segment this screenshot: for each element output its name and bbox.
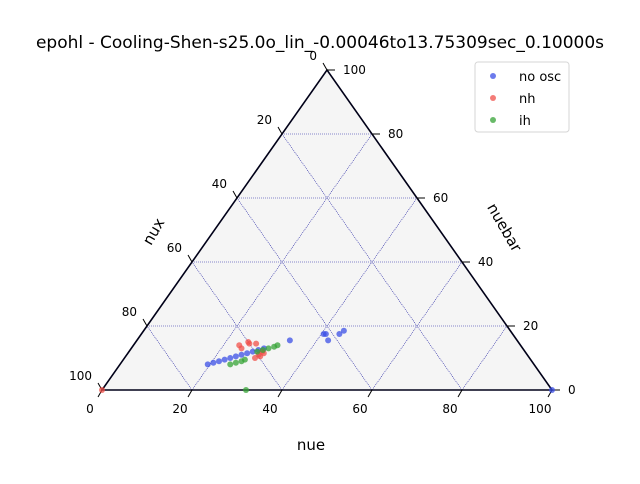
grid-line-nux-60 — [191, 261, 283, 391]
legend-marker-nh — [490, 95, 496, 101]
bottom-tick-label-100: 100 — [529, 402, 552, 416]
point-ih-4 — [241, 356, 248, 363]
point-ih-6 — [259, 347, 266, 353]
triangle-border — [100, 68, 554, 391]
point-ih-7 — [265, 345, 272, 352]
point-no-osc-12 — [232, 353, 239, 360]
right-tick-label-80: 80 — [388, 127, 403, 141]
point-no-osc-9 — [216, 358, 222, 365]
point-no-osc-1 — [322, 331, 329, 337]
point-ih-5 — [254, 348, 261, 355]
point-no-osc-11 — [227, 355, 234, 361]
bottom-tick-label-40: 40 — [262, 402, 277, 416]
point-nh-0 — [99, 387, 105, 393]
bottom-axis-label: nue — [297, 436, 325, 454]
data-points — [99, 327, 555, 393]
bottom-tick-40 — [277, 389, 283, 398]
left-tick-label-40: 40 — [212, 177, 227, 191]
left-tick-0 — [322, 62, 328, 71]
point-nh-2 — [238, 345, 245, 352]
right-tick-label-0: 0 — [568, 383, 576, 397]
left-tick-label-80: 80 — [122, 305, 137, 319]
left-tick-label-60: 60 — [167, 241, 182, 255]
point-no-osc-5 — [286, 337, 293, 344]
point-ih-0 — [243, 387, 249, 393]
point-no-osc-15 — [249, 348, 256, 355]
point-no-osc-13 — [238, 351, 245, 358]
point-no-osc-8 — [210, 359, 217, 366]
left-tick-80 — [142, 318, 148, 327]
bottom-tick-label-0: 0 — [86, 402, 94, 416]
point-ih-2 — [232, 359, 239, 366]
point-nh-4 — [245, 339, 252, 345]
point-no-osc-4 — [325, 337, 332, 344]
bottom-tick-label-20: 20 — [172, 402, 187, 416]
legend-label-no-osc: no osc — [519, 70, 561, 85]
bottom-tick-80 — [457, 389, 463, 398]
point-no-osc-14 — [244, 350, 251, 357]
point-nh-5 — [253, 340, 260, 347]
left-axis-label: nux — [139, 215, 169, 248]
plot-background — [102, 70, 552, 390]
legend: no osc nh ih — [474, 61, 570, 133]
grid-line-nux-20 — [281, 133, 463, 391]
right-tick-label-20: 20 — [523, 319, 538, 333]
legend-box — [474, 61, 570, 133]
tick-marks: 0 20 40 60 80 100 0 20 40 60 80 100 0 20 40 60 80 100 — [69, 49, 576, 416]
right-tick-label-40: 40 — [478, 255, 493, 269]
bottom-tick-20 — [187, 389, 193, 398]
grid-lines — [102, 70, 552, 391]
point-no-osc-3 — [340, 327, 347, 334]
point-no-osc-10 — [221, 356, 228, 363]
left-tick-label-100: 100 — [69, 369, 92, 383]
chart-title: epohl - Cooling-Shen-s25.0o_lin_-0.00046… — [36, 33, 604, 53]
legend-label-nh: nh — [519, 92, 535, 107]
point-no-osc-6 — [549, 387, 555, 393]
bottom-tick-60 — [367, 389, 373, 398]
left-tick-label-20: 20 — [257, 113, 272, 127]
point-no-osc-7 — [204, 361, 211, 368]
right-axis-label: nuebar — [483, 200, 526, 256]
point-no-osc-2 — [336, 331, 343, 337]
triangle-frame — [100, 68, 554, 391]
legend-marker-no-osc — [490, 73, 496, 79]
legend-label-ih: ih — [519, 114, 531, 129]
bottom-tick-label-80: 80 — [442, 402, 457, 416]
right-tick-label-60: 60 — [433, 191, 448, 205]
right-tick-label-100: 100 — [343, 63, 366, 77]
left-tick-label-0: 0 — [309, 49, 317, 63]
left-tick-40 — [232, 190, 238, 199]
bottom-tick-label-60: 60 — [352, 402, 367, 416]
left-tick-60 — [187, 254, 193, 263]
point-ih-1 — [227, 361, 234, 368]
point-ih-9 — [274, 342, 281, 349]
left-tick-20 — [277, 126, 283, 135]
legend-marker-ih — [490, 117, 496, 123]
